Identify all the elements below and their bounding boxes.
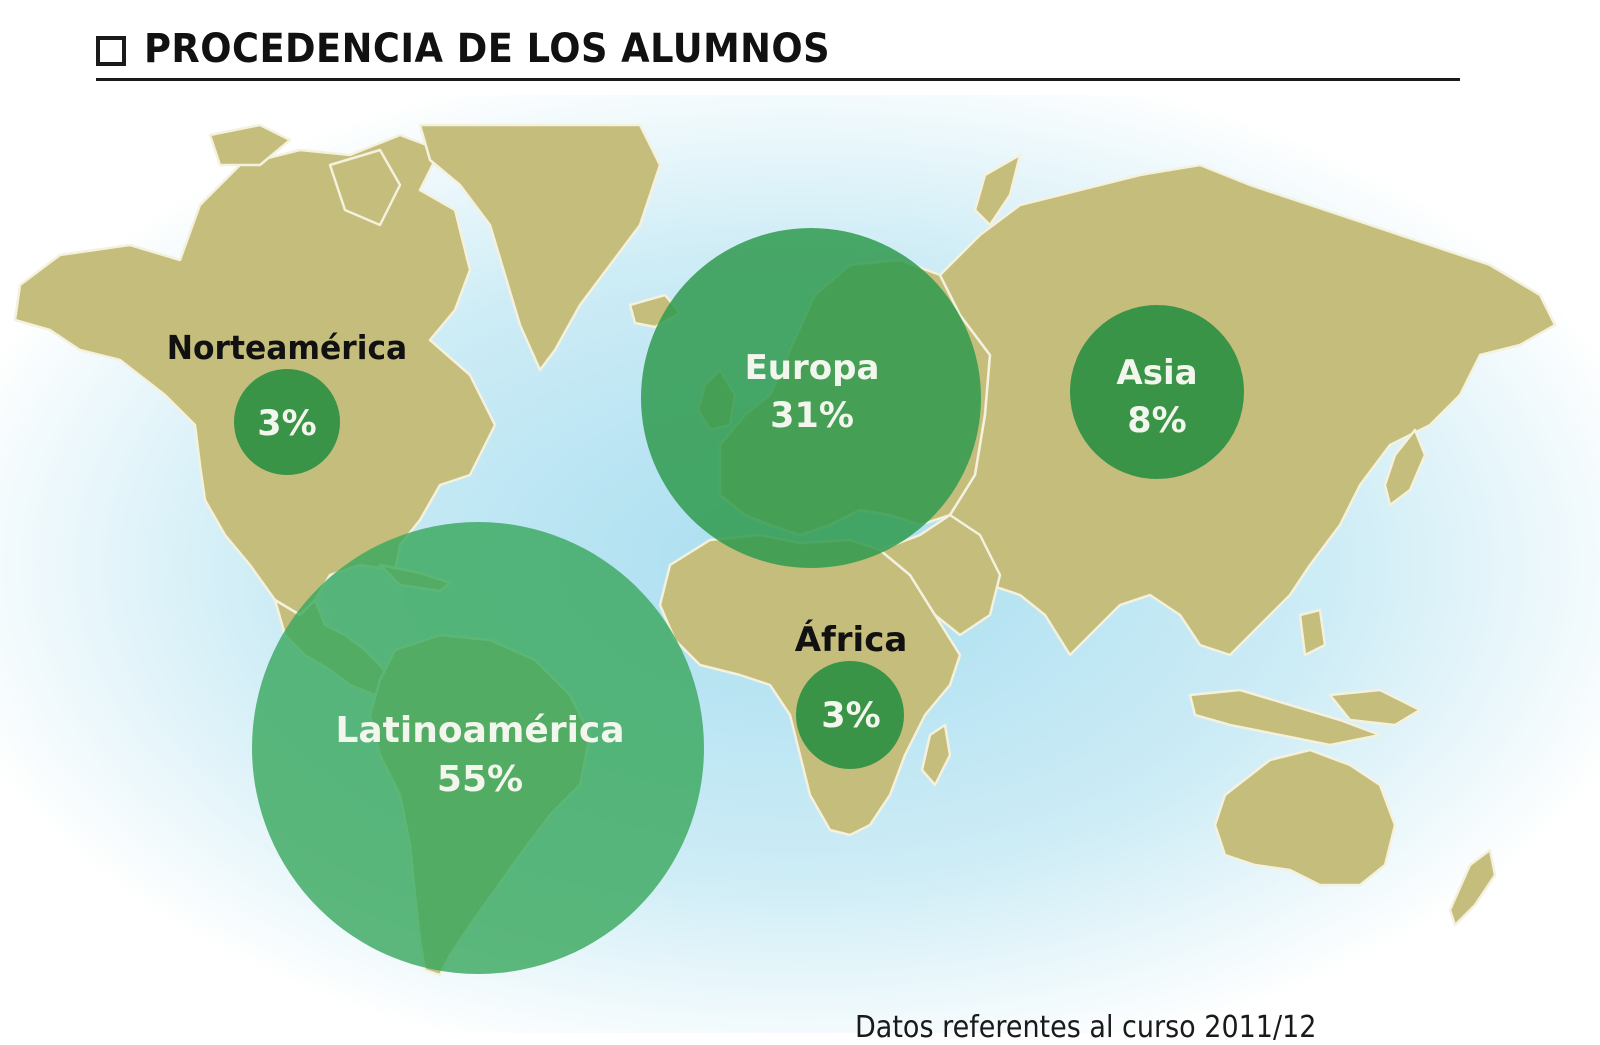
label-latinoamerica-value: 55% (437, 759, 523, 800)
world-map: Norteamérica 3% Europa 31% Asia 8% Áfric… (0, 95, 1600, 1045)
page-title: PROCEDENCIA DE LOS ALUMNOS (144, 26, 831, 72)
label-asia-value: 8% (1127, 401, 1186, 441)
landmass-philippines (1298, 608, 1327, 657)
bubble-africa (796, 661, 904, 769)
label-africa-value: 3% (821, 696, 880, 736)
title-checkbox-icon (96, 36, 126, 66)
landmass-australia (1213, 748, 1397, 887)
bubble-norteamerica (234, 369, 340, 475)
landmass-new-guinea (1328, 688, 1422, 727)
landmass-arctic-islands (208, 123, 292, 167)
landmass-greenland (418, 123, 662, 372)
landmass-japan (1383, 428, 1427, 507)
landmass-madagascar (920, 723, 952, 787)
landmass-new-zealand (1448, 848, 1497, 927)
landmass-baffin (328, 148, 402, 227)
label-norteamerica-name: Norteamérica (167, 328, 407, 367)
label-asia-name: Asia (1116, 353, 1197, 393)
landmass-novaya-zemlya (973, 153, 1022, 227)
landmass-indonesia (1188, 688, 1382, 747)
map-canvas: Norteamérica 3% Europa 31% Asia 8% Áfric… (0, 95, 1600, 1033)
label-latinoamerica-name: Latinoamérica (335, 710, 624, 751)
label-europa-name: Europa (745, 348, 880, 388)
header: PROCEDENCIA DE LOS ALUMNOS (96, 24, 1460, 81)
landmass-north-america (13, 133, 497, 617)
label-africa-name: África (795, 619, 908, 660)
landmass-middle-east (878, 513, 1002, 637)
label-europa-value: 31% (770, 396, 854, 436)
label-norteamerica-value: 3% (257, 404, 316, 444)
bubble-latinoamerica (252, 522, 704, 974)
bubble-europa (641, 228, 981, 568)
title-rule (96, 78, 1460, 81)
source-note: Datos referentes al curso 2011/12 (855, 1010, 1317, 1045)
bubble-asia (1070, 305, 1244, 479)
